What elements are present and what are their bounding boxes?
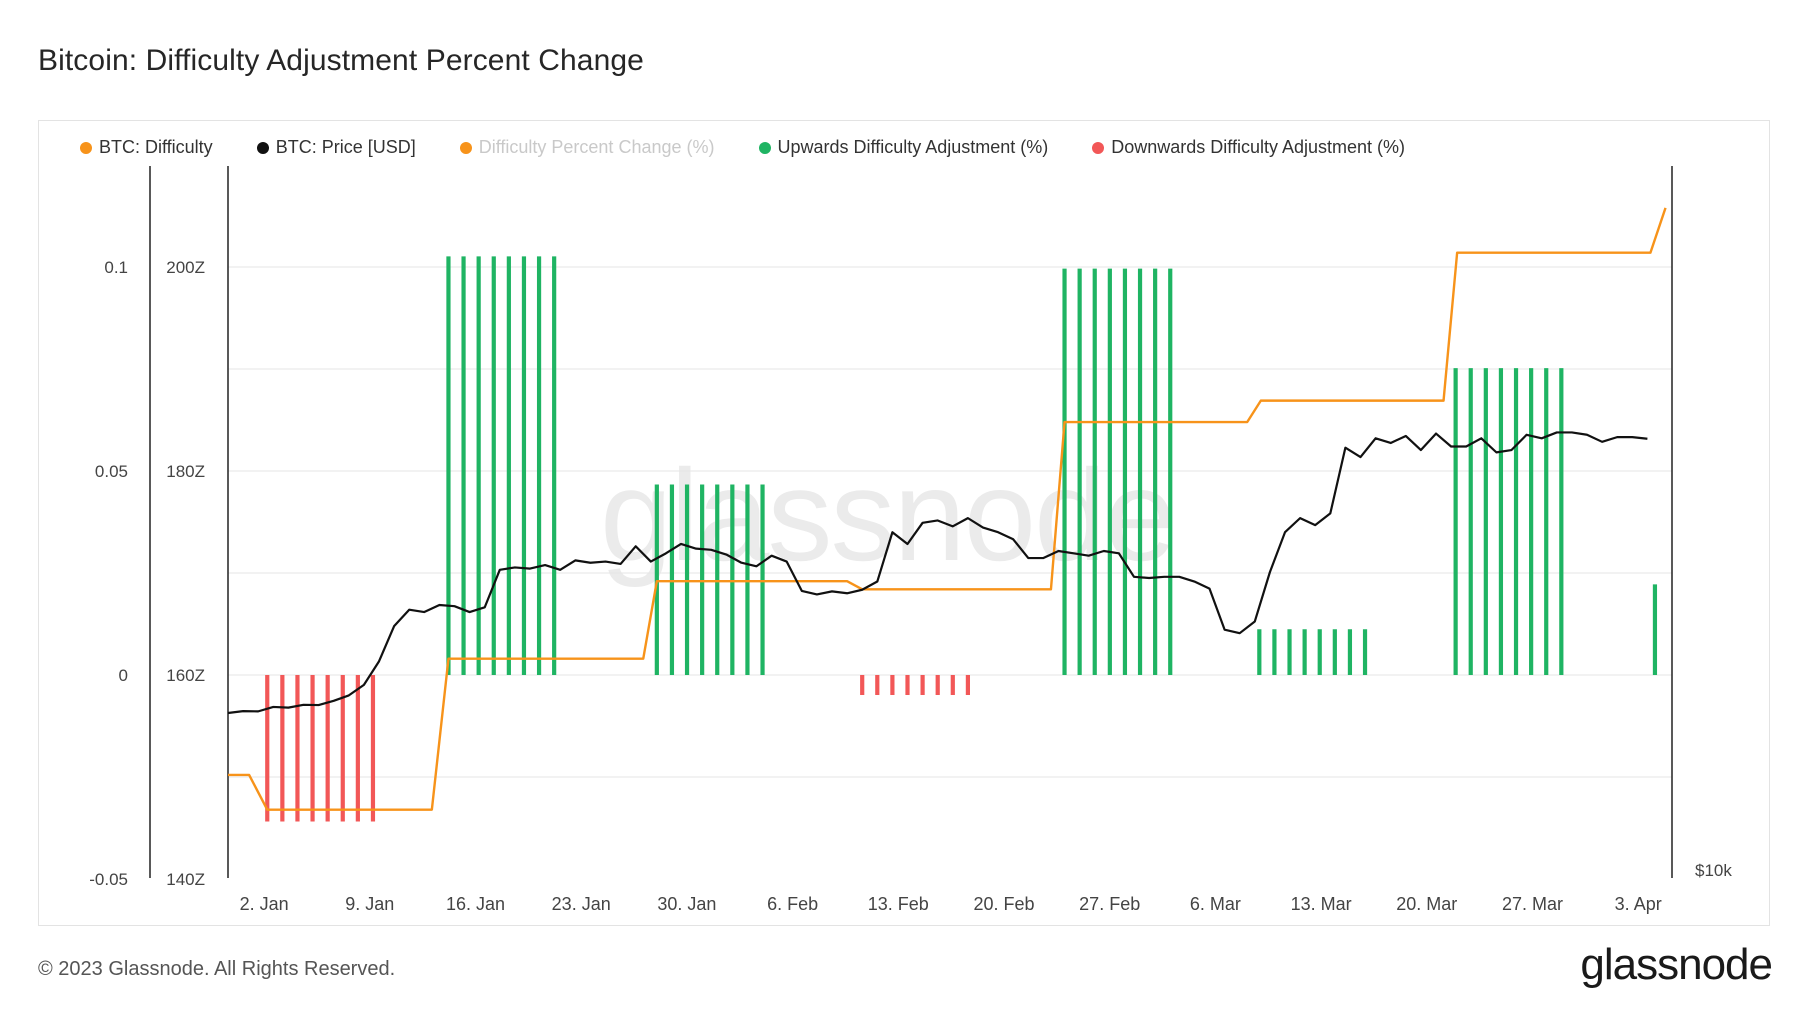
price-line	[227, 431, 1648, 715]
x-tick-label: 16. Jan	[446, 894, 505, 914]
legend-item-downwards[interactable]: Downwards Difficulty Adjustment (%)	[1092, 137, 1405, 158]
legend-dot-icon	[758, 141, 771, 154]
x-tick-label: 20. Feb	[973, 894, 1034, 914]
legend-label: Difficulty Percent Change (%)	[478, 137, 715, 157]
x-tick-label: 9. Jan	[345, 894, 394, 914]
legend-item-price[interactable]: BTC: Price [USD]	[256, 137, 416, 158]
x-tick-label: 2. Jan	[240, 894, 289, 914]
x-tick-label: 23. Jan	[552, 894, 611, 914]
legend-item-difficulty[interactable]: BTC: Difficulty	[80, 137, 213, 158]
copyright-footer: © 2023 Glassnode. All Rights Reserved.	[38, 958, 396, 980]
percent-tick-label: -0.05	[89, 870, 128, 889]
difficulty-tick-label: 140Z	[166, 870, 205, 889]
difficulty-tick-label: 180Z	[166, 462, 205, 481]
difficulty-tick-label: 200Z	[166, 258, 205, 277]
chart-frame	[38, 120, 1770, 926]
x-tick-label: 27. Feb	[1079, 894, 1140, 914]
x-tick-label: 6. Mar	[1190, 894, 1241, 914]
percent-tick-label: 0	[119, 666, 128, 685]
percent-tick-label: 0.05	[95, 462, 128, 481]
x-tick-label: 13. Mar	[1291, 894, 1352, 914]
legend-dot-icon	[256, 141, 269, 154]
brand-logo: glassnode	[1580, 940, 1773, 989]
x-tick-label: 30. Jan	[657, 894, 716, 914]
x-tick-label: 20. Mar	[1396, 894, 1457, 914]
legend-label: BTC: Difficulty	[99, 137, 213, 157]
price-tick-label: $10k	[1695, 861, 1732, 880]
difficulty-tick-label: 160Z	[166, 666, 205, 685]
legend-dot-icon	[1092, 141, 1105, 154]
x-tick-label: 3. Apr	[1615, 894, 1662, 914]
difficulty-line	[228, 207, 1667, 811]
legend-dot-icon	[80, 141, 92, 154]
legend-label: Upwards Difficulty Adjustment (%)	[777, 137, 1049, 157]
chart-legend: BTC: Difficulty BTC: Price [USD] Difficu…	[80, 137, 1449, 158]
legend-item-upwards[interactable]: Upwards Difficulty Adjustment (%)	[758, 137, 1049, 158]
legend-item-percent-change[interactable]: Difficulty Percent Change (%)	[459, 137, 715, 158]
x-tick-label: 6. Feb	[767, 894, 818, 914]
legend-dot-icon	[459, 141, 472, 154]
x-tick-label: 13. Feb	[868, 894, 929, 914]
legend-label: BTC: Price [USD]	[275, 137, 416, 157]
percent-tick-label: 0.1	[104, 258, 128, 277]
chart-title: Bitcoin: Difficulty Adjustment Percent C…	[38, 44, 644, 77]
x-tick-label: 27. Mar	[1502, 894, 1563, 914]
legend-label: Downwards Difficulty Adjustment (%)	[1111, 137, 1406, 157]
